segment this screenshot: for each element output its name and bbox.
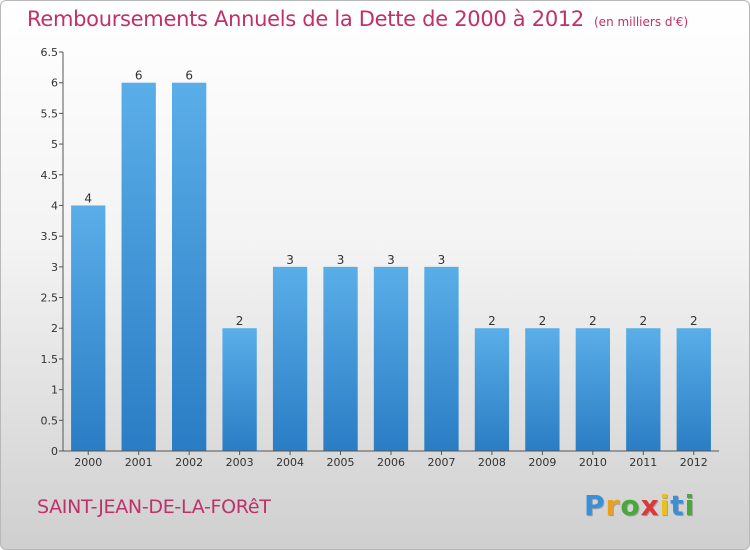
x-tick-label: 2007 <box>427 456 455 469</box>
bars <box>71 82 711 451</box>
x-tick-label: 2005 <box>327 456 355 469</box>
bar-2002 <box>171 82 207 451</box>
y-tick-label: 2 <box>51 322 58 335</box>
bar-2010 <box>575 328 611 451</box>
x-tick-label: 2000 <box>74 456 102 469</box>
x-tick-label: 2011 <box>629 456 657 469</box>
chart-subtitle: (en milliers d'€) <box>594 15 689 29</box>
y-axis: 0 0.5 1 1.5 2 2.5 3 3.5 4 4.5 5 5.5 6 6.5 <box>41 46 64 458</box>
data-label-2010: 2 <box>589 314 597 328</box>
y-tick-label: 5 <box>51 138 58 151</box>
bar-2001 <box>121 82 156 451</box>
y-tick-label: 4.5 <box>41 169 59 182</box>
x-tick-label: 2004 <box>276 456 304 469</box>
data-label-2007: 3 <box>438 253 446 267</box>
data-label-2006: 3 <box>387 253 395 267</box>
proxiti-logo: Proxiti <box>584 489 695 522</box>
x-tick-label: 2006 <box>377 456 405 469</box>
x-tick-label: 2010 <box>579 456 607 469</box>
logo-letter: i <box>659 489 671 522</box>
data-label-2012: 2 <box>690 314 698 328</box>
data-label-2008: 2 <box>488 314 496 328</box>
y-tick-label: 0 <box>51 445 58 458</box>
x-tick-label: 2002 <box>175 456 203 469</box>
y-tick-label: 1.5 <box>41 353 59 366</box>
y-tick-label: 0.5 <box>41 414 59 427</box>
x-tick-label: 2009 <box>528 456 556 469</box>
logo-letter: r <box>605 489 621 522</box>
logo-letter: i <box>684 489 696 522</box>
data-label-2003: 2 <box>236 314 244 328</box>
logo-letter: P <box>584 489 606 522</box>
x-tick-label: 2012 <box>680 456 708 469</box>
chart-title-text: Remboursements Annuels de la Dette de 20… <box>27 7 584 31</box>
chart-title: Remboursements Annuels de la Dette de 20… <box>27 7 688 31</box>
y-tick-label: 5.5 <box>41 107 59 120</box>
bar-2005 <box>323 266 358 451</box>
y-tick-label: 2.5 <box>41 292 59 305</box>
data-label-2004: 3 <box>286 253 294 267</box>
y-tick-label: 4 <box>51 199 58 212</box>
data-label-2000: 4 <box>84 191 92 205</box>
y-tick-label: 3.5 <box>41 230 59 243</box>
bar-2012 <box>676 328 711 451</box>
bar-2007 <box>424 266 459 451</box>
bar-2006 <box>373 266 409 451</box>
y-tick-label: 6 <box>51 77 58 90</box>
bar-2008 <box>474 328 510 451</box>
x-axis: 2000 2001 2002 2003 2004 2005 2006 2007 2008 2009… <box>63 450 719 469</box>
bar-2004 <box>272 266 308 451</box>
y-tick-label: 6.5 <box>41 46 59 59</box>
logo-letter: t <box>670 489 685 522</box>
y-tick-label: 3 <box>51 261 58 274</box>
bar-2003 <box>222 328 257 451</box>
x-tick-label: 2001 <box>125 456 153 469</box>
bar-2000 <box>71 205 106 451</box>
logo-letter: o <box>620 489 641 522</box>
data-label-2005: 3 <box>337 253 345 267</box>
data-labels: 4 6 6 2 3 3 3 3 2 2 2 2 2 <box>84 69 697 329</box>
data-label-2011: 2 <box>639 314 647 328</box>
bar-2011 <box>626 328 661 451</box>
data-label-2001: 6 <box>135 69 143 83</box>
x-tick-label: 2003 <box>226 456 254 469</box>
x-tick-label: 2008 <box>478 456 506 469</box>
bar-2009 <box>525 328 560 451</box>
logo-letter: x <box>640 489 660 522</box>
data-label-2009: 2 <box>539 314 547 328</box>
y-tick-label: 1 <box>51 384 58 397</box>
data-label-2002: 6 <box>185 69 193 83</box>
commune-name: SAINT-JEAN-DE-LA-FORêT <box>37 496 271 518</box>
